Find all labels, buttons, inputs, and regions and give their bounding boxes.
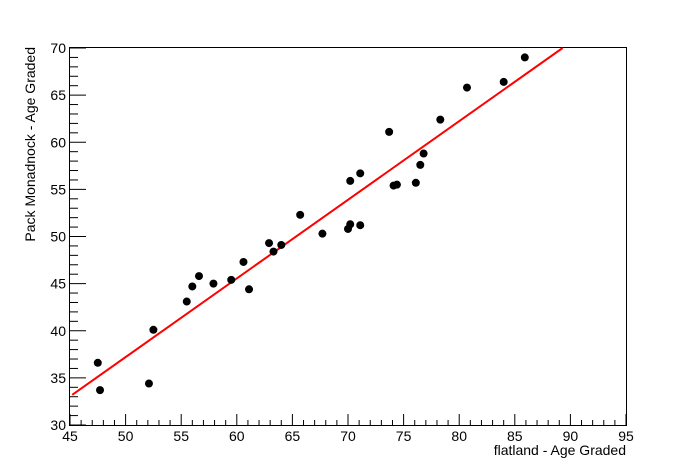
x-tick-label: 55 xyxy=(173,428,189,444)
data-point xyxy=(411,178,420,187)
y-tick-label: 65 xyxy=(50,87,66,103)
data-point xyxy=(356,169,365,178)
y-tick-label: 35 xyxy=(50,370,66,386)
y-axis-label: Pack Monadnock - Age Graded xyxy=(22,47,38,242)
data-point xyxy=(419,149,428,158)
data-point xyxy=(392,180,401,189)
data-point xyxy=(245,285,254,294)
fit-line-group xyxy=(71,47,564,396)
tick-marks xyxy=(69,47,627,426)
data-point xyxy=(356,221,365,230)
data-point xyxy=(93,358,102,367)
x-tick-label: 70 xyxy=(340,428,356,444)
data-point xyxy=(416,160,425,169)
data-point xyxy=(385,127,394,136)
data-point xyxy=(520,53,529,62)
data-point xyxy=(227,275,236,284)
y-tick-label: 40 xyxy=(50,323,66,339)
x-tick-label: 75 xyxy=(396,428,412,444)
data-point xyxy=(188,282,197,291)
data-point xyxy=(346,176,355,185)
plot-frame xyxy=(69,47,627,426)
data-points xyxy=(93,53,529,395)
fit-line xyxy=(71,47,564,396)
x-axis-label: flatland - Age Graded xyxy=(494,442,626,458)
data-point xyxy=(144,379,153,388)
x-axis-tick-labels: 45 50 55 60 65 70 75 80 85 90 95 xyxy=(62,428,634,444)
data-point xyxy=(277,240,286,249)
data-point xyxy=(436,115,445,124)
x-tick-label: 90 xyxy=(563,428,579,444)
x-tick-label: 45 xyxy=(62,428,78,444)
data-point xyxy=(149,325,158,334)
y-tick-label: 50 xyxy=(50,229,66,245)
x-tick-label: 80 xyxy=(451,428,467,444)
y-tick-label: 30 xyxy=(50,417,66,433)
y-tick-label: 70 xyxy=(50,40,66,56)
data-point xyxy=(346,220,355,229)
data-point xyxy=(318,229,327,238)
y-tick-label: 45 xyxy=(50,276,66,292)
y-tick-label: 60 xyxy=(50,134,66,150)
data-point xyxy=(194,272,203,281)
x-tick-label: 95 xyxy=(618,428,634,444)
data-point xyxy=(239,257,248,266)
y-axis-tick-labels: 30 35 40 45 50 55 60 65 70 xyxy=(50,40,66,433)
x-tick-label: 50 xyxy=(118,428,134,444)
data-point xyxy=(209,279,218,288)
data-point xyxy=(296,210,305,219)
data-point xyxy=(265,239,274,248)
x-tick-label: 85 xyxy=(507,428,523,444)
data-point xyxy=(96,386,105,395)
data-point xyxy=(499,77,508,86)
x-tick-label: 65 xyxy=(285,428,301,444)
data-point xyxy=(182,297,191,306)
data-point xyxy=(462,83,471,92)
x-tick-label: 60 xyxy=(229,428,245,444)
y-tick-label: 55 xyxy=(50,181,66,197)
data-point xyxy=(269,247,278,256)
